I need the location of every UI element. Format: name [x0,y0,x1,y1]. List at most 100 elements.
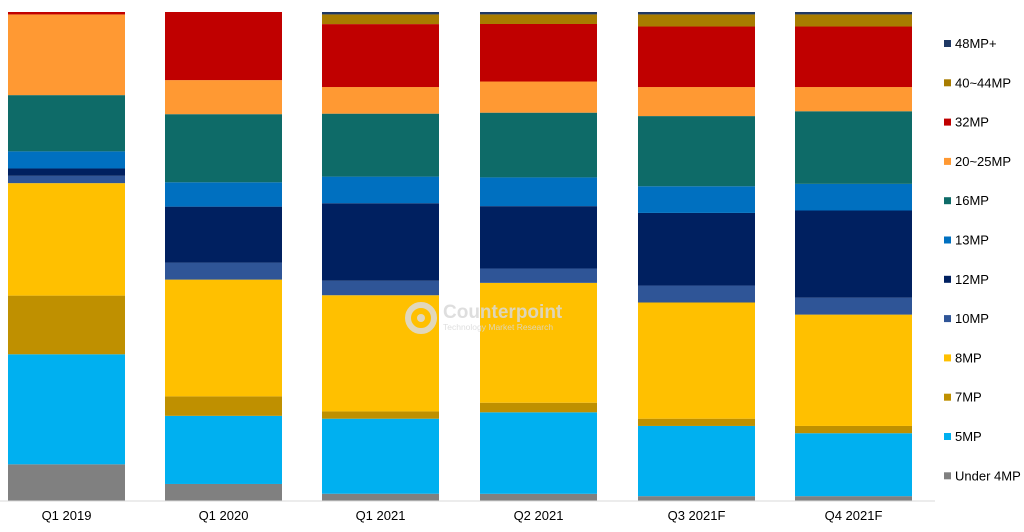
watermark-subtitle: Technology Market Research [443,322,553,332]
x-tick-label: Q1 2021 [356,508,406,523]
legend-label-5mp: 5MP [955,429,982,444]
bar-segment-q1-2021-under-4mp [322,493,439,501]
bar-segment-q3-2021f-8mp [638,302,755,419]
bar-segment-q4-2021f-48mp [795,12,912,15]
bar-segment-q4-2021f-10mp [795,297,912,315]
legend-label-7mp: 7MP [955,390,982,405]
bar-segment-q1-2020-8mp [165,279,282,397]
legend-swatch-32mp [944,118,951,126]
legend-label-48mp: 48MP+ [955,36,997,51]
bar-segment-q1-2021-7mp [322,411,439,419]
bar-segment-q3-2021f-32mp [638,26,755,88]
bar-segment-q2-2021-13mp [480,177,597,207]
bar-segment-q1-2020-5mp [165,415,282,484]
legend-swatch-48mp [944,40,951,47]
bar-segment-q1-2021-10mp [322,280,439,296]
legend-label-32mp: 32MP [955,115,989,130]
bar-segment-q4-2021f-7mp [795,425,912,434]
bar-segment-q2-2021-10mp [480,268,597,283]
bar-segment-q1-2021-8mp [322,295,439,412]
legend-swatch-12mp [944,275,951,283]
bar-segment-q1-2020-20-25mp [165,80,282,115]
legend-swatch-16mp [944,197,951,205]
legend-swatch-20-25mp [944,157,951,165]
bar-segment-q2-2021-8mp [480,282,597,403]
bar-segment-q1-2019-20-25mp [8,14,125,96]
bar-segment-q4-2021f-12mp [795,210,912,298]
bar-segment-q1-2019-10mp [8,175,125,184]
bar-segment-q2-2021-32mp [480,23,597,82]
x-tick-label: Q2 2021 [514,508,564,523]
bar-segment-q1-2021-32mp [322,24,439,88]
bar-segment-q3-2021f-7mp [638,418,755,426]
bar-segment-q1-2021-48mp [322,12,439,15]
bar-segment-q3-2021f-12mp [638,212,755,286]
legend-label-12mp: 12MP [955,272,989,287]
bar-segment-q1-2021-5mp [322,418,439,494]
bar-segment-q1-2021-16mp [322,113,439,177]
bar-segment-q1-2021-40-44mp [322,14,439,25]
bar-segment-q2-2021-7mp [480,402,597,413]
legend-label-20-25mp: 20~25MP [955,154,1011,169]
bars-group [8,12,912,501]
legend-label-8mp: 8MP [955,350,982,365]
bar-segment-q4-2021f-under-4mp [795,496,912,501]
x-axis-ticks: Q1 2019 Q1 2020 Q1 2021 Q2 2021 Q3 2021F Q4 2… [42,508,883,523]
bar-segment-q1-2020-under-4mp [165,483,282,501]
bar-segment-q1-2020-7mp [165,396,282,416]
legend: 48MP+ 40~44MP 32MP 20~25MP 16MP 13MP 12MP 10MP 8… [944,36,1021,483]
x-tick-label: Q1 2019 [42,508,92,523]
x-tick-label: Q1 2020 [199,508,249,523]
bar-segment-q1-2019-5mp [8,354,125,465]
legend-swatch-8mp [944,354,951,362]
bar-segment-q2-2021-40-44mp [480,14,597,24]
bar-segment-q2-2021-16mp [480,112,597,178]
bar-segment-q4-2021f-20-25mp [795,87,912,112]
bar-segment-q1-2019-7mp [8,295,125,355]
bar-segment-q3-2021f-under-4mp [638,496,755,501]
bar-segment-q1-2020-13mp [165,182,282,207]
bar-segment-q1-2020-16mp [165,114,282,183]
legend-swatch-under-4mp [944,472,951,480]
bar-segment-q4-2021f-32mp [795,26,912,88]
bar-segment-q1-2019-16mp [8,95,125,152]
watermark-logo-icon [405,302,437,334]
legend-label-13mp: 13MP [955,233,989,248]
bar-segment-q4-2021f-8mp [795,314,912,426]
legend-label-10mp: 10MP [955,311,989,326]
bar-segment-q2-2021-under-4mp [480,493,597,501]
legend-label-40-44mp: 40~44MP [955,75,1011,90]
legend-swatch-5mp [944,433,951,440]
legend-swatch-40-44mp [944,79,951,87]
bar-segment-q1-2020-12mp [165,206,282,263]
bar-segment-q1-2019-32mp [8,12,125,15]
bar-segment-q3-2021f-48mp [638,12,755,15]
bar-segment-q2-2021-20-25mp [480,81,597,113]
bar-segment-q4-2021f-5mp [795,433,912,497]
bar-segment-q4-2021f-40-44mp [795,14,912,27]
legend-swatch-10mp [944,315,951,323]
legend-label-16mp: 16MP [955,193,989,208]
bar-segment-q1-2020-32mp [165,12,282,81]
bar-segment-q4-2021f-13mp [795,183,912,211]
legend-swatch-13mp [944,236,951,244]
bar-segment-q2-2021-5mp [480,412,597,494]
bar-segment-q3-2021f-10mp [638,285,755,303]
watermark: Counterpoint Technology Market Research [405,302,563,334]
watermark-title: Counterpoint [443,302,563,323]
bar-segment-q3-2021f-16mp [638,116,755,187]
bar-segment-q1-2019-under-4mp [8,464,125,501]
legend-label-under-4mp: Under 4MP [955,468,1021,483]
bar-segment-q2-2021-12mp [480,206,597,269]
bar-segment-q1-2021-13mp [322,176,439,204]
bar-segment-q2-2021-48mp [480,12,597,15]
bar-segment-q1-2020-10mp [165,262,282,280]
bar-segment-q4-2021f-16mp [795,111,912,184]
bar-segment-q3-2021f-20-25mp [638,87,755,117]
bar-segment-q1-2019-12mp [8,168,125,176]
legend-swatch-7mp [944,393,951,401]
x-tick-label: Q3 2021F [668,508,726,523]
bar-segment-q1-2021-12mp [322,203,439,281]
